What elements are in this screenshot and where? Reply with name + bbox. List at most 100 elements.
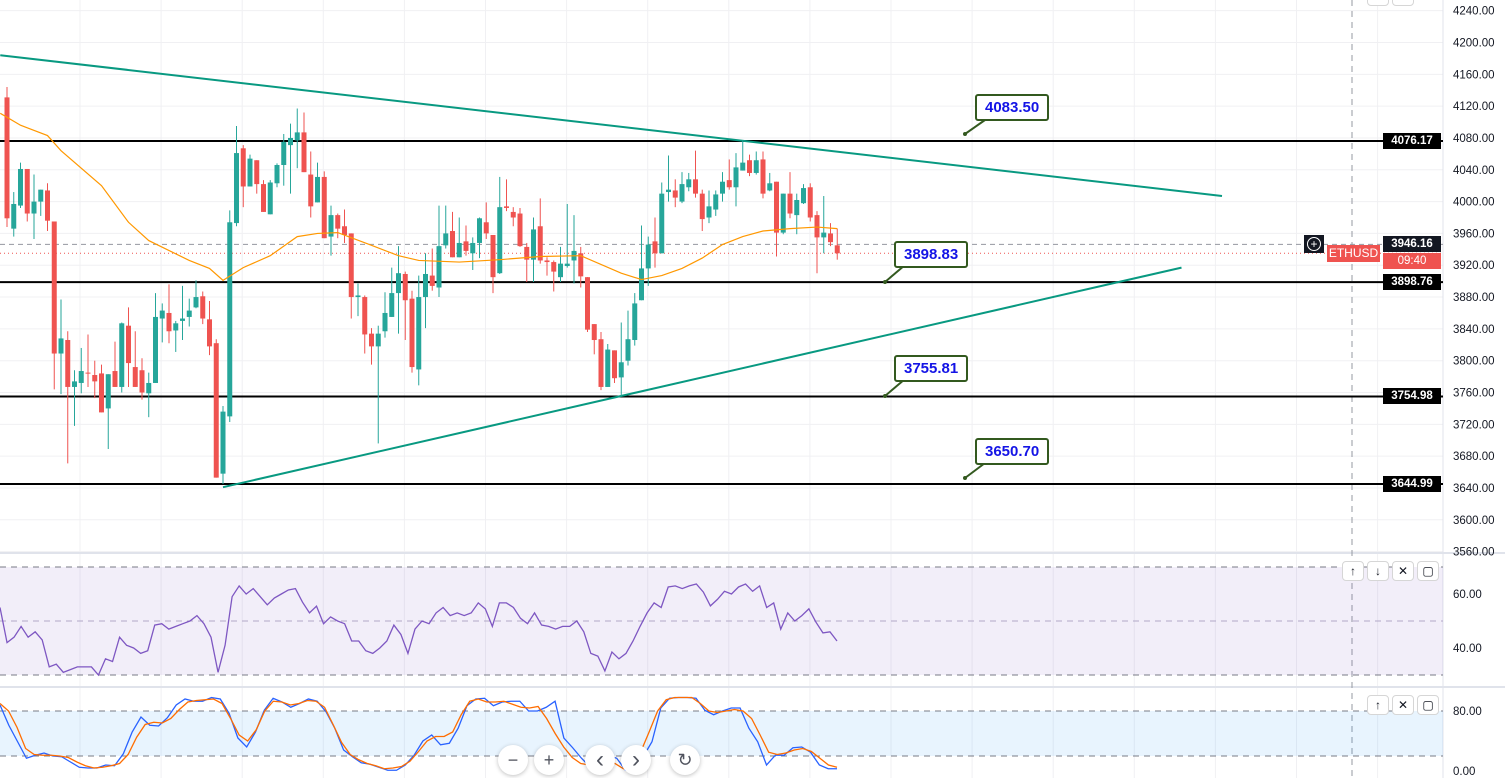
candle-body	[483, 222, 489, 234]
candle-body	[402, 273, 408, 301]
candle-body	[659, 193, 665, 254]
candle-body	[679, 184, 685, 202]
candle-body	[193, 297, 199, 308]
stoch-band	[0, 711, 1443, 756]
candle-body	[585, 277, 590, 330]
price-axis-label: 4160.00	[1453, 69, 1495, 81]
candle-body	[227, 222, 233, 417]
candle-body	[261, 184, 266, 212]
candle-body	[774, 181, 779, 233]
candle-body	[605, 349, 611, 387]
stoch-d-line	[0, 696, 838, 770]
stoch-axis-label: 80.00	[1453, 706, 1482, 718]
candle-body	[99, 373, 104, 413]
candle-body	[598, 339, 604, 387]
price-axis-label: 3640.00	[1453, 483, 1495, 495]
candle-body	[308, 174, 314, 207]
price-axis-label: 3840.00	[1453, 324, 1495, 336]
close-pane-button[interactable]: ✕	[1392, 695, 1414, 715]
candle-body	[747, 160, 752, 173]
add-button-bg[interactable]: +	[1304, 235, 1324, 253]
candle-body	[18, 168, 23, 206]
stoch-k-line	[0, 696, 837, 772]
move-down-button[interactable]: ↓	[1367, 561, 1389, 581]
callout-3650[interactable]: 3650.70	[975, 438, 1050, 465]
top-pane-button[interactable]	[1392, 0, 1414, 6]
candle-body	[85, 372, 91, 374]
top-pane-button[interactable]	[1367, 0, 1389, 6]
scroll-right-button[interactable]: ›	[621, 745, 651, 775]
maximize-pane-button[interactable]: ▢	[1417, 695, 1439, 715]
callout-anchor	[883, 394, 887, 398]
zoom-out-button[interactable]: −	[498, 745, 528, 775]
moving-average	[0, 112, 838, 282]
maximize-pane-button[interactable]: ▢	[1417, 561, 1439, 581]
candle-body	[672, 190, 678, 198]
candle-body	[382, 312, 388, 332]
candle-body	[342, 226, 347, 236]
plus-circle-icon[interactable]: +	[1307, 237, 1321, 251]
level-tag: 4076.17	[1383, 133, 1441, 149]
candle-body	[780, 193, 786, 233]
trendline	[0, 54, 1223, 198]
candle-body	[11, 203, 17, 229]
price-axis-label: 4200.00	[1453, 37, 1495, 49]
candle-body	[213, 343, 219, 478]
candle-body	[186, 310, 192, 317]
close-pane-button[interactable]: ✕	[1392, 561, 1414, 581]
zoom-in-button[interactable]: +	[534, 745, 564, 775]
candle-body	[821, 232, 827, 238]
rsi-axis-label: 40.00	[1453, 643, 1482, 655]
callout-3755[interactable]: 3755.81	[894, 355, 969, 382]
indicator-bands	[0, 566, 1443, 757]
price-axis-label: 3800.00	[1453, 356, 1495, 368]
candle-body	[274, 165, 280, 184]
candle-body	[429, 275, 435, 286]
candle-body	[105, 374, 111, 409]
trendlines[interactable]	[0, 54, 1223, 489]
level-tag: 3754.98	[1383, 388, 1441, 404]
candle-body	[166, 312, 172, 332]
candle-body	[58, 338, 64, 354]
candle-body	[112, 371, 118, 387]
candle-body	[612, 350, 617, 379]
candle-body	[463, 241, 469, 251]
candle-body	[578, 253, 584, 277]
candle-body	[173, 323, 179, 331]
move-up-button[interactable]: ↑	[1342, 561, 1364, 581]
candle-body	[537, 226, 543, 261]
candle-body	[740, 162, 746, 171]
price-axis-label: 4240.00	[1453, 6, 1495, 18]
price-axis-label: 3920.00	[1453, 260, 1495, 272]
price-axis-label: 3600.00	[1453, 515, 1495, 527]
callout-3898[interactable]: 3898.83	[894, 241, 969, 268]
candle-body	[38, 189, 44, 202]
candle-body	[531, 229, 536, 260]
candle-body	[423, 273, 428, 298]
price-axis[interactable]: 4240.00 4200.00 4160.00 4120.00 4080.00 4040.…	[1453, 6, 1495, 778]
candle-body	[544, 260, 550, 263]
candle-body	[389, 293, 395, 317]
callout-pointer	[964, 462, 986, 479]
trendline	[222, 266, 1182, 489]
candle-body	[767, 183, 773, 191]
candle-body	[362, 297, 368, 335]
candle-body	[247, 158, 253, 187]
candle-body	[699, 193, 705, 220]
callout-4083[interactable]: 4083.50	[975, 94, 1050, 121]
candle-body	[51, 221, 57, 354]
callout-pointer	[964, 119, 986, 135]
level-tag: 3644.99	[1383, 476, 1441, 492]
candle-body	[760, 159, 766, 194]
reset-chart-button[interactable]: ↻	[670, 745, 700, 775]
scroll-left-button[interactable]: ‹	[585, 745, 615, 775]
candle-body	[443, 233, 449, 246]
indicator-lines	[0, 583, 838, 772]
candle-body	[517, 213, 523, 247]
move-up-button[interactable]: ↑	[1367, 695, 1389, 715]
candle-body	[254, 160, 260, 185]
price-axis-label: 3960.00	[1453, 228, 1495, 240]
candle-body	[301, 132, 307, 173]
candle-body	[132, 367, 138, 387]
